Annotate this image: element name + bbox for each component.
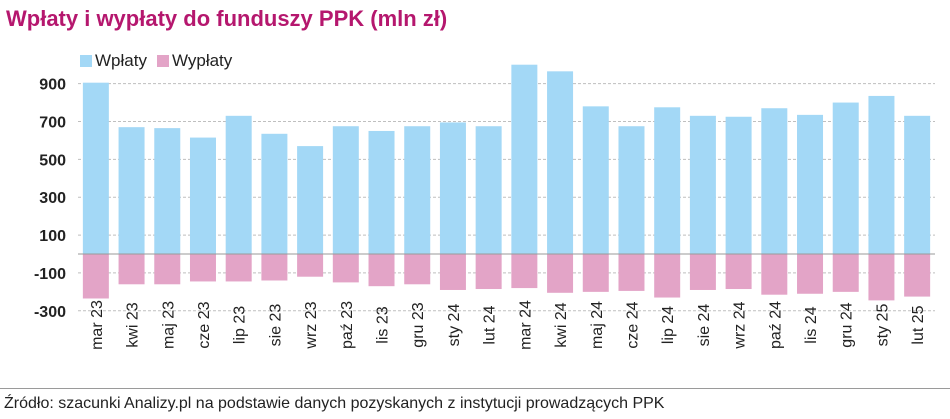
bar-inflow (189, 137, 216, 254)
x-tick-label: paź 23 (339, 301, 356, 349)
legend-item-outflow: Wypłaty (156, 51, 233, 71)
x-tick-label: sty 25 (874, 304, 891, 347)
bar-outflow (404, 254, 431, 285)
bar-outflow (832, 254, 859, 292)
bar-outflow (689, 254, 716, 290)
legend-swatch-inflow (80, 55, 92, 67)
x-tick-label: gru 23 (410, 302, 427, 347)
bar-outflow (868, 254, 895, 301)
bar-inflow (297, 146, 324, 254)
bar-outflow (725, 254, 752, 290)
y-tick-label: -100 (34, 266, 66, 283)
x-tick-label: lut 25 (910, 305, 927, 344)
bar-inflow (832, 102, 859, 254)
y-tick-label: -300 (34, 304, 66, 321)
x-tick-label: sie 23 (267, 304, 284, 347)
x-tick-label: wrz 24 (732, 301, 749, 349)
y-tick-label: 500 (39, 152, 66, 169)
bar-inflow (225, 115, 252, 254)
chart-title: Wpłaty i wypłaty do funduszy PPK (mln zł… (6, 6, 448, 31)
x-tick-label: sty 24 (446, 304, 463, 347)
x-tick-label: kwi 23 (125, 302, 142, 347)
bar-inflow (618, 126, 645, 254)
x-tick-label: wrz 23 (303, 301, 320, 349)
bar-outflow (225, 254, 252, 282)
bar-outflow (439, 254, 466, 290)
bar-inflow (761, 108, 788, 254)
bar-inflow (725, 116, 752, 254)
bar-outflow (368, 254, 395, 287)
legend-label-inflow: Wpłaty (95, 51, 147, 70)
x-tick-label: mar 24 (517, 300, 534, 350)
bar-outflow (261, 254, 288, 281)
bar-outflow (189, 254, 216, 282)
bar-outflow (475, 254, 502, 290)
x-tick-label: lut 24 (482, 305, 499, 344)
bar-outflow (761, 254, 788, 295)
y-tick-label: 700 (39, 114, 66, 131)
bar-inflow (868, 95, 895, 254)
x-tick-label: lis 24 (803, 306, 820, 343)
bar-inflow (547, 71, 574, 254)
bar-outflow (904, 254, 931, 297)
bar-inflow (332, 126, 359, 254)
x-tick-label: cze 24 (624, 301, 641, 348)
y-tick-label: 900 (39, 77, 66, 94)
bar-outflow (547, 254, 574, 293)
source-note: Źródło: szacunki Analizy.pl na podstawie… (4, 395, 665, 412)
bar-outflow (582, 254, 609, 292)
bar-outflow (618, 254, 645, 291)
bar-outflow (797, 254, 824, 294)
bar-inflow (475, 126, 502, 254)
bar-chart: 900 700 500 300 100 -100 -300 mar 23 kwi 23 maj 2… (34, 64, 935, 350)
bar-outflow (654, 254, 681, 298)
x-tick-label: paź 24 (767, 301, 784, 349)
legend-swatch-outflow (156, 55, 169, 67)
legend: Wpłaty Wypłaty (80, 51, 242, 71)
x-tick-label: maj 24 (589, 301, 606, 349)
bar-inflow (582, 106, 609, 254)
bar-inflow (797, 114, 824, 254)
bar-inflow (82, 82, 109, 254)
bar-outflow (332, 254, 359, 283)
bar-inflow (439, 122, 466, 255)
bar-inflow (261, 133, 288, 254)
legend-label-outflow: Wypłaty (171, 51, 233, 70)
bar-inflow (511, 64, 538, 254)
y-tick-label: 100 (39, 228, 66, 245)
bar-outflow (118, 254, 145, 285)
x-tick-label: sie 24 (696, 304, 713, 347)
bar-outflow (297, 254, 324, 277)
x-tick-label: cze 23 (196, 301, 213, 348)
x-tick-label: kwi 24 (553, 302, 570, 347)
legend-item-inflow: Wpłaty (80, 51, 147, 71)
bar-inflow (404, 126, 431, 254)
bar-inflow (154, 128, 181, 254)
bar-inflow (654, 107, 681, 254)
bar-outflow (82, 254, 109, 299)
bar-inflow (689, 115, 716, 254)
bar-outflow (154, 254, 181, 285)
x-tick-label: maj 23 (160, 301, 177, 349)
x-tick-label: lip 24 (660, 306, 677, 344)
y-tick-label: 300 (39, 190, 66, 207)
bar-inflow (904, 115, 931, 254)
x-tick-label: gru 24 (839, 302, 856, 347)
x-tick-label: lip 23 (232, 306, 249, 344)
bar-inflow (118, 127, 145, 254)
source-divider (0, 388, 950, 389)
x-tick-label: mar 23 (89, 300, 106, 350)
bar-inflow (368, 130, 395, 254)
bar-outflow (511, 254, 538, 289)
x-tick-label: lis 23 (375, 306, 392, 343)
